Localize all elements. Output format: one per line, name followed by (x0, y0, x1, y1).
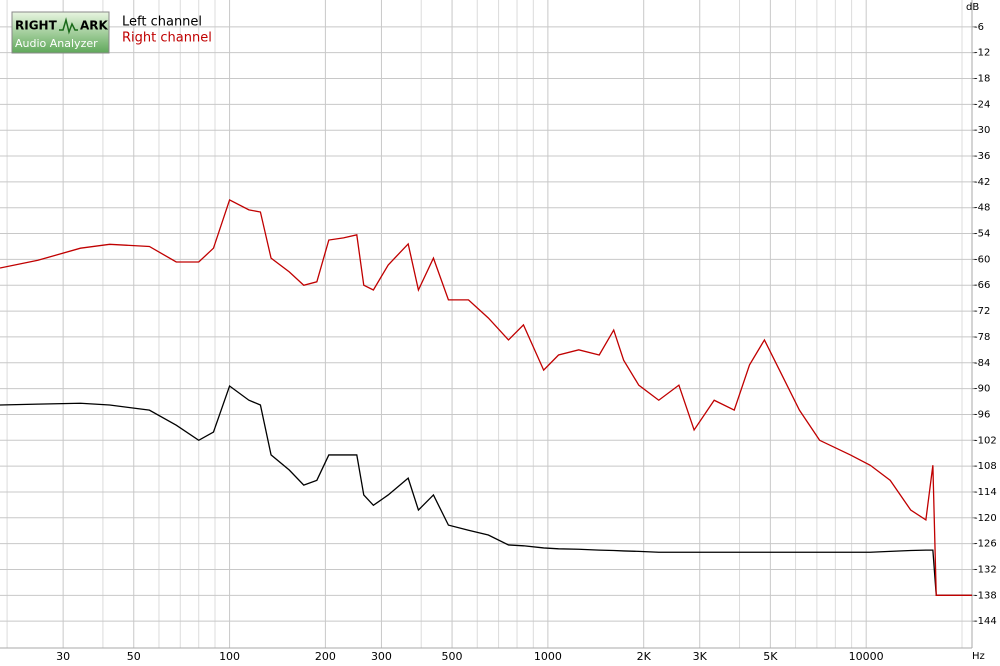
legend-label: Right channel (122, 31, 212, 46)
legend-label: Left channel (122, 15, 202, 30)
y-tick-label: -18 (974, 74, 990, 85)
x-tick-label: 5K (763, 650, 778, 663)
y-tick-label: -114 (974, 487, 997, 498)
y-tick-label: -42 (974, 177, 990, 188)
x-tick-label: 30 (56, 650, 70, 663)
y-tick-label: -30 (974, 125, 990, 136)
x-tick-label: 3K (693, 650, 708, 663)
y-tick-label: -24 (974, 99, 990, 110)
y-tick-label: -54 (974, 229, 990, 240)
x-tick-label: 200 (315, 650, 336, 663)
plot (0, 199, 972, 596)
y-tick-label: -138 (974, 590, 997, 601)
x-tick-label: 1000 (534, 650, 562, 663)
y-tick-label: -66 (974, 280, 990, 291)
x-unit: Hz (972, 651, 985, 662)
logo-text: ARK (80, 19, 109, 33)
logo-subtitle: Audio Analyzer (15, 37, 98, 50)
y-tick-label: -60 (974, 254, 990, 265)
logo-text: RIGHT (15, 19, 58, 33)
y-tick-label: -90 (974, 384, 990, 395)
y-tick-label: -72 (974, 306, 990, 317)
x-tick-label: 100 (219, 650, 240, 663)
y-tick-label: -36 (974, 151, 990, 162)
x-tick-label: 50 (127, 650, 141, 663)
y-tick-label: -6 (974, 22, 984, 33)
y-tick-label: -132 (974, 564, 997, 575)
y-tick-label: -96 (974, 409, 990, 420)
logo-wave (59, 17, 78, 35)
y-tick-label: -108 (974, 461, 997, 472)
y-tick-label: -78 (974, 332, 990, 343)
y-tick-label: -144 (974, 616, 997, 627)
x-tick-label: 2K (637, 650, 652, 663)
series-line (0, 199, 972, 596)
x-tick-label: 10000 (849, 650, 884, 663)
series-line (0, 384, 972, 596)
logo-box (11, 11, 110, 54)
y-tick-label: -48 (974, 203, 990, 214)
logo: RIGHT ARK Audio Analyzer (11, 11, 110, 54)
y-tick-label: -12 (974, 48, 990, 59)
y-tick-label: -120 (974, 513, 997, 524)
y-tick-label: -102 (974, 435, 997, 446)
y-tick-label: -84 (974, 358, 990, 369)
x-tick-label: 500 (442, 650, 463, 663)
y-tick-label: -126 (974, 539, 997, 550)
x-tick-label: 300 (371, 650, 392, 663)
y-unit: dB (966, 2, 979, 13)
